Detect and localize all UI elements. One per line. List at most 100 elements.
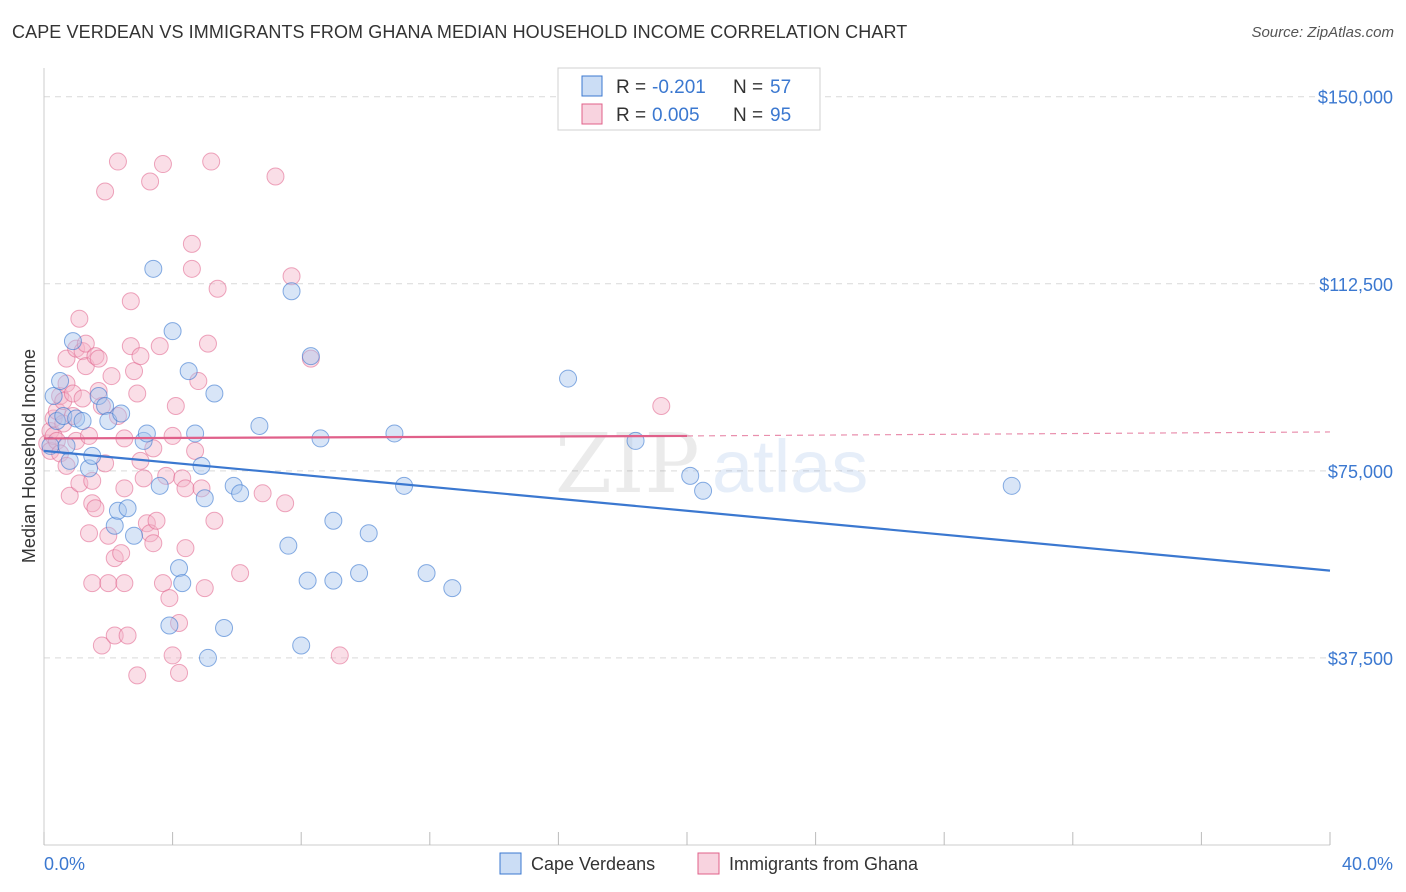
legend-label-cape-verdeans: Cape Verdeans — [531, 854, 655, 874]
cape-verdean-point — [1002, 476, 1021, 495]
ghana-point — [176, 479, 195, 498]
cape-verdean-point — [186, 424, 205, 443]
y-tick-label: $150,000 — [1318, 88, 1393, 108]
ghana-point — [80, 524, 99, 543]
ghana-point — [195, 579, 214, 598]
ghana-point — [134, 469, 153, 488]
chart-title: CAPE VERDEAN VS IMMIGRANTS FROM GHANA ME… — [12, 22, 908, 42]
ghana-point — [144, 439, 163, 458]
cape-verdean-point — [198, 648, 217, 667]
series-cape-verdean-points — [41, 259, 1021, 667]
x-tick-label-max: 40.0% — [1342, 854, 1393, 874]
series-legend: Cape Verdeans Immigrants from Ghana — [499, 852, 919, 875]
cape-verdean-point — [44, 387, 63, 406]
ghana-trend-line — [43, 434, 688, 440]
cape-verdean-point — [559, 369, 578, 388]
cape-verdean-point — [443, 579, 462, 598]
ghana-point — [208, 279, 227, 298]
cape-verdean-point — [250, 416, 269, 435]
legend-swatch-cape-verdeans — [499, 852, 522, 875]
cape-verdean-point — [359, 524, 378, 543]
ghana-point — [166, 397, 185, 416]
ghana-point — [86, 347, 105, 366]
ghana-point — [57, 456, 76, 475]
cape-verdean-point — [118, 499, 137, 518]
cape-verdean-point — [163, 322, 182, 341]
ghana-point — [231, 564, 250, 583]
ghana-point — [202, 152, 221, 171]
cape-verdean-point — [298, 571, 317, 590]
cape-verdean-point — [105, 516, 124, 535]
ghana-point — [205, 511, 224, 530]
cape-verdean-point — [324, 571, 343, 590]
trend-lines — [43, 431, 1331, 572]
cape-verdean-point — [350, 564, 369, 583]
ghana-point — [63, 406, 82, 425]
cape-verdean-point — [626, 431, 645, 450]
legend-n-value-2: 95 — [770, 105, 791, 126]
ghana-point — [54, 392, 73, 411]
cape-verdean-point — [279, 536, 298, 555]
x-tick-labels: 0.0% 40.0% — [44, 854, 1393, 874]
ghana-point — [121, 292, 140, 311]
cape-verdean-point — [150, 476, 169, 495]
ghana-point — [44, 426, 63, 445]
ghana-point — [150, 337, 169, 356]
ghana-point — [115, 574, 134, 593]
ghana-point — [160, 589, 179, 608]
ghana-point — [73, 389, 92, 408]
ghana-point — [63, 384, 82, 403]
ghana-point — [108, 152, 127, 171]
ghana-point — [141, 172, 160, 191]
ghana-point — [89, 349, 108, 368]
ghana-point — [99, 574, 118, 593]
ghana-point — [83, 494, 102, 513]
ghana-point — [125, 362, 144, 381]
ghana-point — [198, 334, 217, 353]
watermark: ZIP atlas — [555, 417, 868, 512]
cape-verdean-point — [205, 384, 224, 403]
ghana-point — [121, 337, 140, 356]
y-tick-label: $37,500 — [1328, 649, 1393, 669]
watermark-zip: ZIP — [555, 417, 700, 512]
ghana-point — [131, 347, 150, 366]
stats-legend: R = -0.201 N = 57 R = 0.005 N = 95 — [557, 67, 821, 131]
cape-verdean-point — [694, 481, 713, 500]
cape-verdean-point — [137, 424, 156, 443]
legend-n-value-1: 57 — [770, 77, 791, 98]
legend-swatch-blue — [581, 75, 603, 97]
x-tick-label-min: 0.0% — [44, 854, 85, 874]
ghana-point — [89, 382, 108, 401]
ghana-point — [330, 646, 349, 665]
ghana-point — [86, 499, 105, 518]
legend-n-label-1: N = — [733, 77, 763, 98]
ghana-point — [189, 372, 208, 391]
legend-swatch-pink — [581, 103, 603, 125]
ghana-point — [192, 479, 211, 498]
ghana-point — [115, 479, 134, 498]
y-tick-labels: $150,000 $112,500 $75,000 $37,500 — [1318, 88, 1393, 669]
cape-verdean-point — [282, 282, 301, 301]
cape-verdean-trend-line — [43, 449, 1331, 572]
cape-verdean-point — [173, 574, 192, 593]
cape-verdean-point — [51, 372, 70, 391]
cape-verdean-point — [170, 559, 189, 578]
ghana-point — [276, 494, 295, 513]
ghana-point — [182, 259, 201, 278]
ghana-point — [112, 544, 131, 563]
y-axis-title: Median Household Income — [19, 349, 39, 563]
ghana-point — [652, 397, 671, 416]
ghana-point — [170, 663, 189, 682]
ghana-point — [157, 466, 176, 485]
cape-verdean-point — [231, 484, 250, 503]
ghana-point — [282, 267, 301, 286]
ghana-point — [99, 526, 118, 545]
ghana-point — [118, 626, 137, 645]
source-credit: Source: ZipAtlas.com — [1251, 24, 1394, 41]
ghana-point — [60, 486, 79, 505]
legend-n-label-2: N = — [733, 105, 763, 126]
legend-r-label-2: R = — [616, 105, 646, 126]
cape-verdean-point — [417, 564, 436, 583]
cape-verdean-point — [96, 397, 115, 416]
cape-verdean-point — [224, 476, 243, 495]
